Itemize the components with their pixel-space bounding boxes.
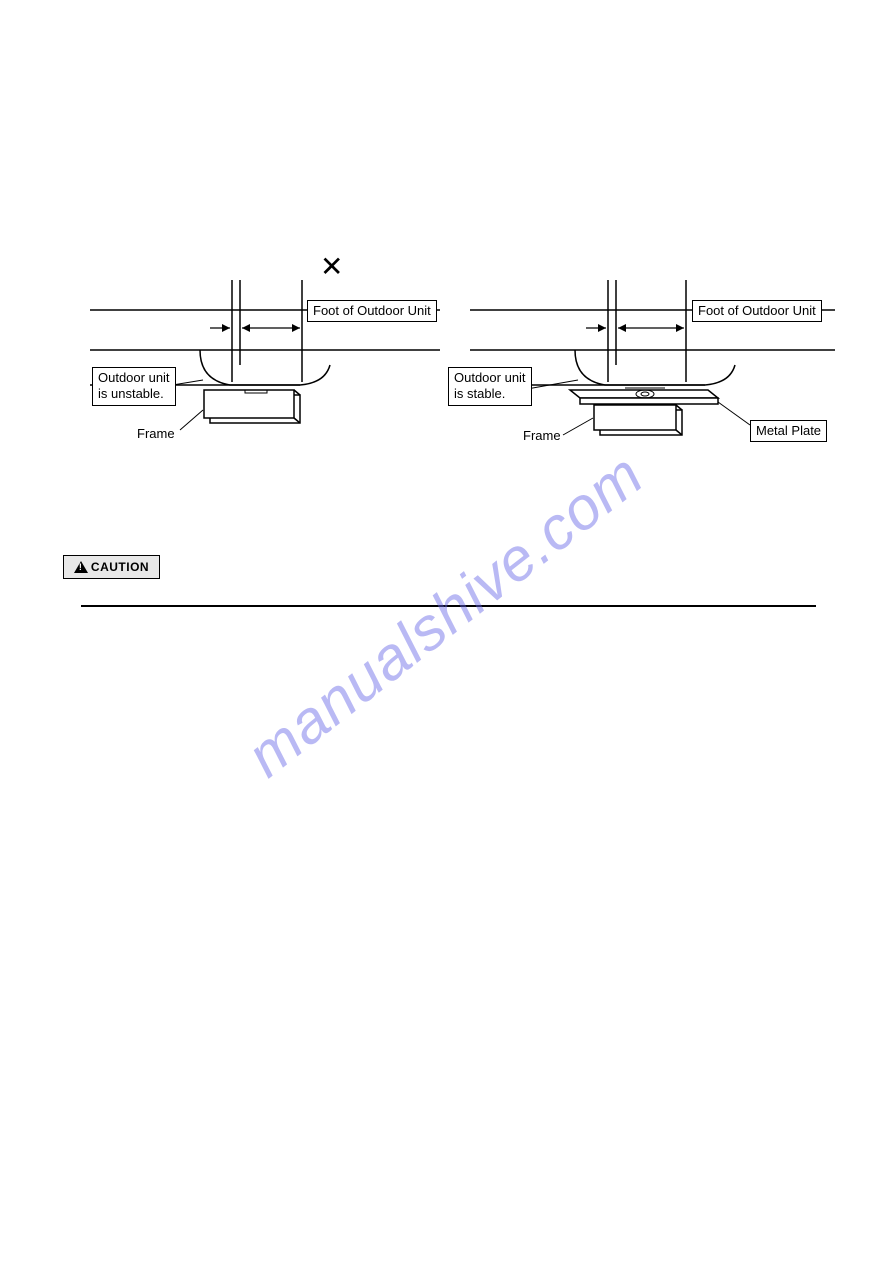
incorrect-mark-icon: ✕ (320, 250, 343, 283)
state-label-unstable: Outdoor unit is unstable. (92, 367, 176, 406)
frame-label: Frame (137, 426, 175, 441)
foot-label: Foot of Outdoor Unit (307, 300, 437, 322)
page: ✕ (0, 0, 893, 1263)
warning-triangle-icon (74, 561, 88, 573)
caution-badge: CAUTION (63, 555, 160, 579)
diagram-unstable: ✕ (70, 270, 440, 475)
frame-label: Frame (523, 428, 561, 443)
diagram-row: ✕ (70, 270, 840, 480)
state-label-stable: Outdoor unit is stable. (448, 367, 532, 406)
diagram-stable: Foot of Outdoor Unit Outdoor unit is sta… (450, 270, 850, 485)
foot-label: Foot of Outdoor Unit (692, 300, 822, 322)
metal-plate-label: Metal Plate (750, 420, 827, 442)
divider-line (81, 605, 816, 607)
watermark-text: manualshive.com (234, 439, 656, 790)
caution-text: CAUTION (91, 560, 149, 574)
